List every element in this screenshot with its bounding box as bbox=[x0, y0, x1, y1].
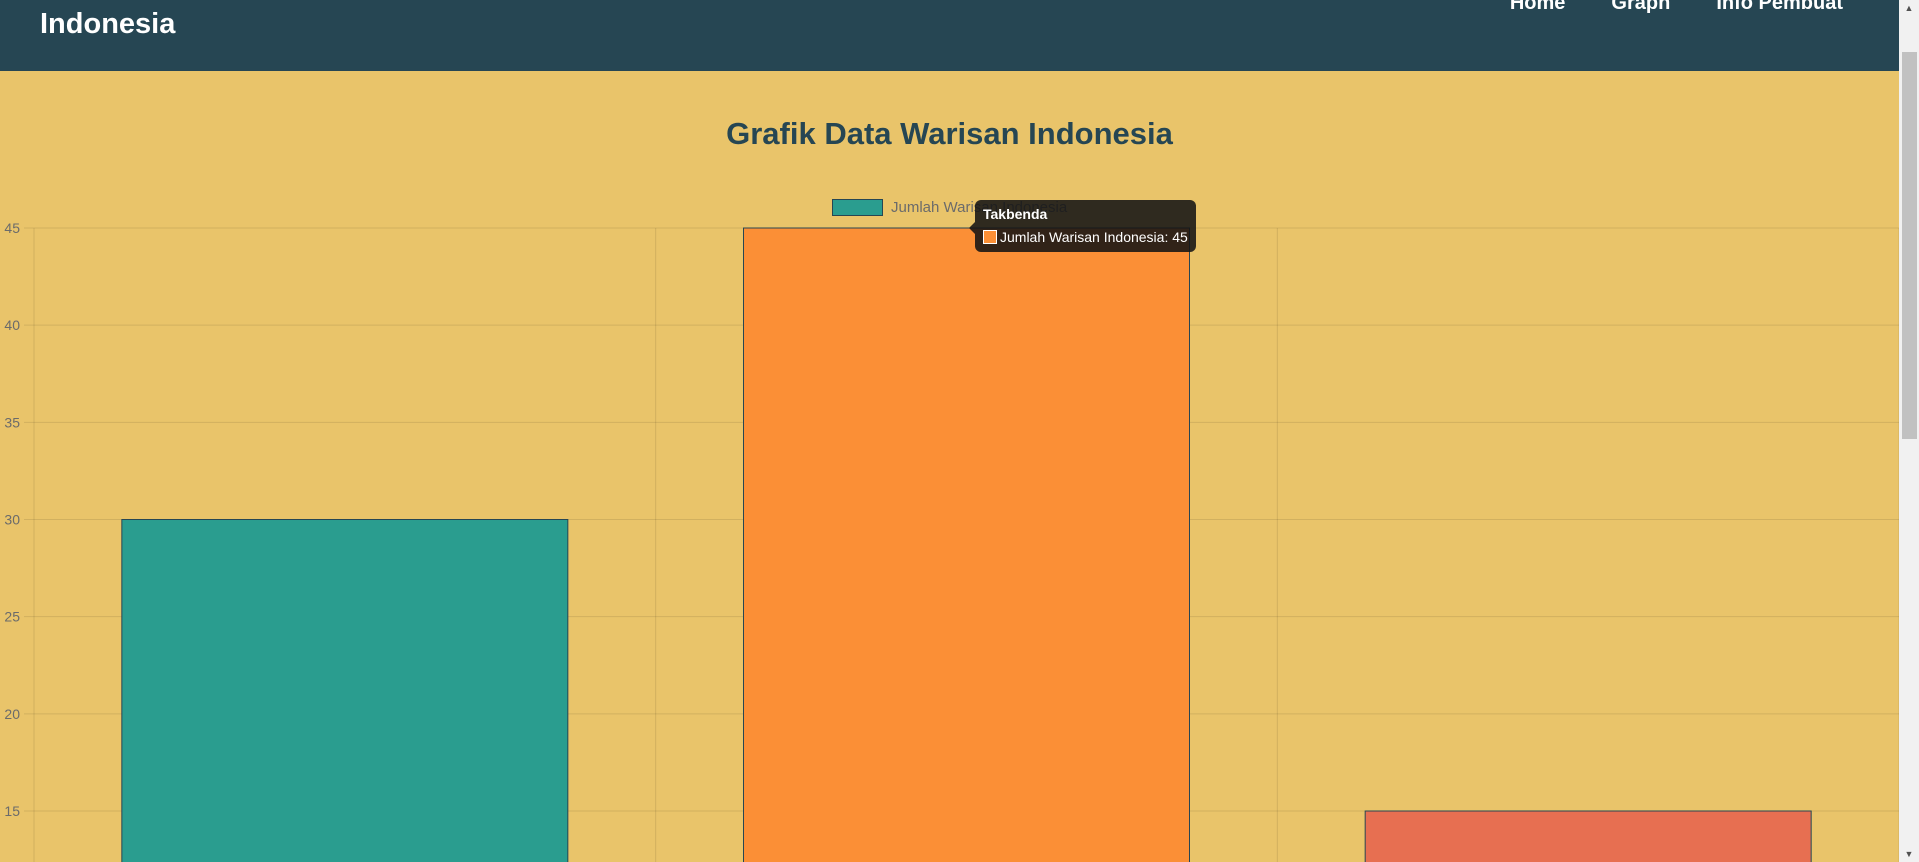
scroll-up-arrow-icon[interactable]: ▲ bbox=[1904, 3, 1914, 13]
y-tick-label: 35 bbox=[4, 414, 20, 430]
navbar: Indonesia Home Graph Info Pembuat bbox=[0, 0, 1899, 71]
y-tick-label: 25 bbox=[4, 609, 20, 625]
bar-2[interactable] bbox=[743, 227, 1190, 862]
y-tick-label: 45 bbox=[4, 220, 20, 236]
y-tick-label: 20 bbox=[4, 706, 20, 722]
tooltip-title: Takbenda bbox=[983, 206, 1048, 222]
tooltip-caret bbox=[969, 222, 975, 234]
y-tick-label: 40 bbox=[4, 317, 20, 333]
brand-title: Indonesia bbox=[40, 8, 176, 40]
scrollbar[interactable]: ▲ ▼ bbox=[1899, 0, 1919, 862]
scroll-down-arrow-icon[interactable]: ▼ bbox=[1904, 849, 1914, 859]
nav-link-info-pembuat[interactable]: Info Pembuat bbox=[1716, 0, 1843, 14]
chart-title: Grafik Data Warisan Indonesia bbox=[726, 116, 1173, 151]
main-content: Grafik Data Warisan Indonesia 45 40 35 30 25… bbox=[0, 71, 1899, 862]
nav-link-graph[interactable]: Graph bbox=[1611, 0, 1671, 14]
bar-chart: 45 40 35 30 25 20 15 bbox=[4, 220, 1899, 862]
nav-link-home[interactable]: Home bbox=[1509, 0, 1566, 14]
y-tick-label: 15 bbox=[4, 803, 20, 819]
y-tick-label: 30 bbox=[4, 512, 20, 528]
nav-links: Home Graph Info Pembuat bbox=[1510, 0, 1843, 15]
tooltip-value: Jumlah Warisan Indonesia: 45 bbox=[1000, 229, 1188, 245]
scroll-thumb[interactable] bbox=[1902, 52, 1917, 439]
tooltip-row: Jumlah Warisan Indonesia: 45 bbox=[983, 229, 1188, 245]
chart-tooltip: Takbenda Jumlah Warisan Indonesia: 45 bbox=[969, 200, 1196, 252]
legend-swatch bbox=[832, 199, 883, 216]
bar-3[interactable] bbox=[1364, 810, 1812, 862]
bar-1[interactable] bbox=[121, 519, 569, 862]
tooltip-swatch bbox=[983, 230, 997, 244]
